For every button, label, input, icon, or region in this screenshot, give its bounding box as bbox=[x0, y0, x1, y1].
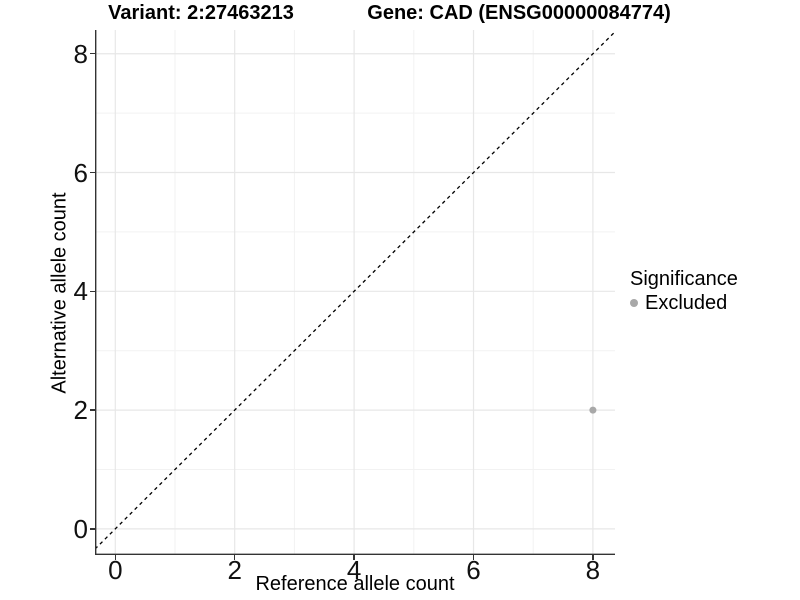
legend-item-label: Excluded bbox=[645, 292, 728, 314]
x-axis-title: Reference allele count bbox=[255, 573, 455, 595]
legend: Significance Excluded bbox=[630, 268, 738, 313]
x-tick-mark bbox=[353, 555, 355, 560]
x-tick-mark bbox=[592, 555, 594, 560]
plot-panel-canvas bbox=[95, 30, 615, 555]
identity-reference-line bbox=[95, 31, 615, 550]
y-tick-mark bbox=[90, 528, 95, 530]
x-tick-label: 6 bbox=[466, 555, 481, 585]
y-tick-mark bbox=[90, 53, 95, 55]
plot-panel bbox=[95, 30, 615, 555]
x-tick-label: 4 bbox=[346, 555, 362, 585]
x-tick-mark bbox=[114, 555, 116, 560]
legend-item-excluded: Excluded bbox=[630, 293, 738, 313]
x-tick-mark bbox=[234, 555, 236, 560]
x-tick-label: 0 bbox=[108, 555, 123, 585]
y-tick-label: 8 bbox=[73, 38, 88, 69]
data-point bbox=[589, 406, 597, 414]
y-axis-title: Alternative allele count bbox=[48, 192, 71, 394]
legend-key-dot-icon bbox=[630, 299, 638, 307]
y-tick-mark bbox=[90, 290, 95, 292]
plot-title-variant: Variant: 2:27463213 bbox=[108, 2, 294, 24]
y-tick-label: 4 bbox=[73, 276, 88, 307]
y-tick-mark bbox=[90, 409, 95, 411]
y-tick-mark bbox=[90, 171, 95, 174]
x-tick-label: 2 bbox=[227, 555, 242, 585]
x-tick-mark bbox=[472, 555, 475, 560]
plot-title-gene: Gene: CAD (ENSG00000084774) bbox=[367, 2, 671, 24]
x-tick-label: 8 bbox=[585, 555, 601, 585]
y-tick-label: 6 bbox=[73, 157, 88, 188]
y-tick-label: 0 bbox=[73, 513, 88, 544]
legend-title: Significance bbox=[630, 268, 738, 290]
y-tick-label: 2 bbox=[73, 395, 88, 426]
